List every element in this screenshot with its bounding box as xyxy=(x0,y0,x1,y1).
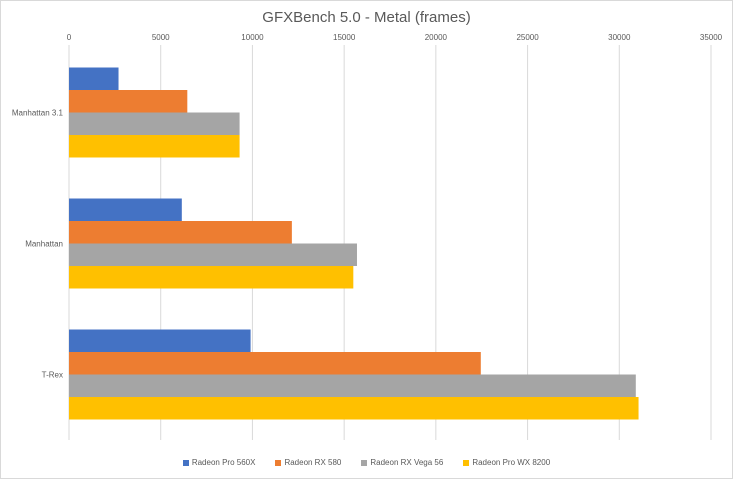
x-tick-label: 25000 xyxy=(516,33,539,42)
x-tick-label: 30000 xyxy=(608,33,631,42)
bar-radeon-rx-580-manhattan-3-1 xyxy=(69,90,188,113)
chart-title: GFXBench 5.0 - Metal (frames) xyxy=(262,9,471,26)
legend-label: Radeon Pro 560X xyxy=(191,458,256,467)
bar-radeon-rx-vega-56-t-rex xyxy=(69,374,636,397)
legend-label: Radeon Pro WX 8200 xyxy=(472,458,551,467)
bar-radeon-pro-560x-t-rex xyxy=(69,329,251,352)
x-tick-label: 10000 xyxy=(241,33,264,42)
legend-swatch xyxy=(463,459,470,466)
x-tick-label: 0 xyxy=(67,33,72,42)
legend-label: Radeon RX 580 xyxy=(284,458,342,467)
category-label: Manhattan xyxy=(25,240,63,249)
bar-radeon-rx-580-t-rex xyxy=(69,352,481,375)
x-tick-label: 20000 xyxy=(425,33,448,42)
bar-radeon-pro-wx-8200-manhattan xyxy=(69,266,354,289)
legend-swatch xyxy=(182,459,189,466)
bar-radeon-pro-560x-manhattan xyxy=(69,198,182,221)
legend-item: Radeon Pro 560X xyxy=(182,458,256,467)
x-tick-label: 35000 xyxy=(700,33,723,42)
bar-radeon-rx-580-manhattan xyxy=(69,221,292,244)
category-label: Manhattan 3.1 xyxy=(12,109,64,118)
legend-item: Radeon RX Vega 56 xyxy=(361,458,443,467)
bar-radeon-pro-wx-8200-t-rex xyxy=(69,397,639,420)
bar-radeon-pro-560x-manhattan-3-1 xyxy=(69,67,119,90)
category-label: T-Rex xyxy=(42,371,63,380)
bar-radeon-rx-vega-56-manhattan-3-1 xyxy=(69,112,240,135)
x-tick-label: 15000 xyxy=(333,33,356,42)
x-axis-ticks: 0 5000 10000 15000 20000 25000 30000 35000 xyxy=(67,33,723,42)
bar-radeon-pro-wx-8200-manhattan-3-1 xyxy=(69,135,240,158)
legend-item: Radeon Pro WX 8200 xyxy=(463,458,550,467)
x-tick-label: 5000 xyxy=(152,33,170,42)
bars xyxy=(69,67,639,420)
legend-label: Radeon RX Vega 56 xyxy=(370,458,444,467)
legend: Radeon Pro 560X Radeon RX 580 Radeon RX Ve… xyxy=(0,458,733,467)
legend-item: Radeon RX 580 xyxy=(275,458,341,467)
category-labels: Manhattan 3.1 Manhattan T-Rex xyxy=(12,109,64,380)
legend-swatch xyxy=(275,459,282,466)
bar-radeon-rx-vega-56-manhattan xyxy=(69,243,357,266)
legend-swatch xyxy=(361,459,368,466)
